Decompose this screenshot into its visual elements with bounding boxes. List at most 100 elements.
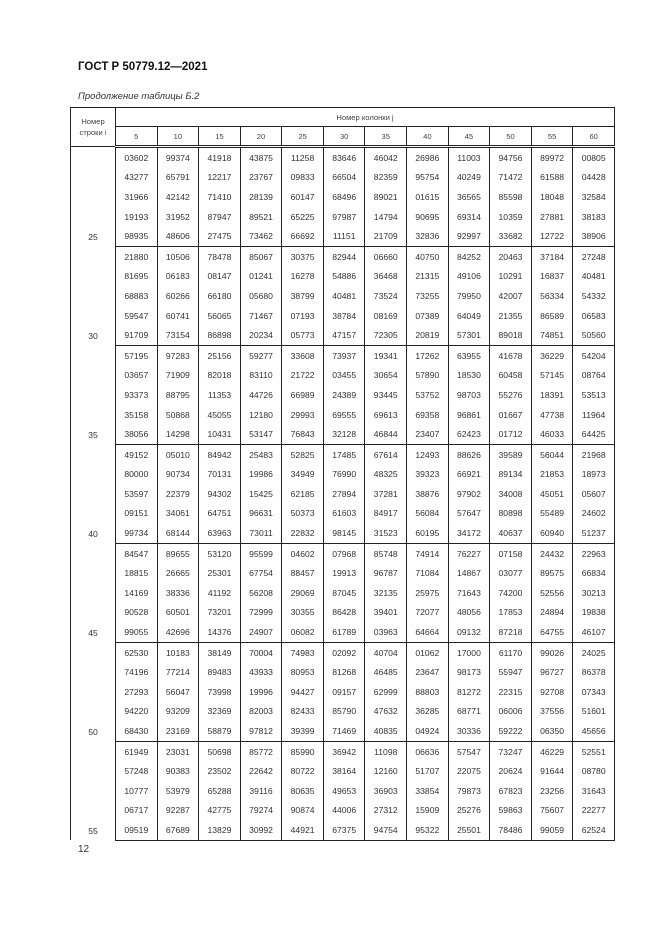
table-cell: 65791 xyxy=(156,167,200,188)
table-cell: 50698 xyxy=(198,741,241,762)
table-cell: 61588 xyxy=(530,167,574,188)
table-cell: 12180 xyxy=(239,404,283,425)
table-cell: 88457 xyxy=(281,563,324,584)
table-cell: 88626 xyxy=(447,444,491,465)
table-cell: 42007 xyxy=(489,286,532,306)
table-cell: 64751 xyxy=(198,503,241,524)
table-cell: 40750 xyxy=(406,246,449,267)
table-row: 30 21880 10506 78478 85067 30375 82944 06660 407… xyxy=(70,246,615,346)
table-cell: 03455 xyxy=(322,365,366,386)
table-cell: 90734 xyxy=(156,464,200,485)
row-number-header: Номер строки i xyxy=(70,107,116,147)
table-cell: 24907 xyxy=(239,622,283,643)
table-cell: 23169 xyxy=(156,721,200,742)
table-cell: 34008 xyxy=(489,484,532,504)
table-cell: 54204 xyxy=(572,345,615,366)
table-cell: 18973 xyxy=(572,464,615,485)
table-row: 53597 22379 94302 15425 62185 27894 37281 38876… xyxy=(71,484,615,504)
table-cell: 34949 xyxy=(281,464,324,485)
table-cell: 25501 xyxy=(447,820,491,841)
table-cell: 31952 xyxy=(156,206,200,227)
table-cell: 86378 xyxy=(572,662,615,683)
table-cell: 94756 xyxy=(489,146,532,168)
table-cell: 06717 xyxy=(115,800,158,821)
table-cell: 11353 xyxy=(198,385,241,405)
row-number-label: 40 xyxy=(70,444,116,544)
table-cell: 68771 xyxy=(447,701,491,722)
table-cell: 82018 xyxy=(198,365,241,386)
table-cell: 37556 xyxy=(530,701,574,722)
row-number-label: 50 xyxy=(70,642,116,742)
table-cell: 57547 xyxy=(447,741,491,762)
table-cell: 69314 xyxy=(447,206,491,227)
table-cell: 57890 xyxy=(406,365,449,386)
table-cell: 90695 xyxy=(406,206,449,227)
table-cell: 32135 xyxy=(364,583,408,603)
table-cell: 12493 xyxy=(406,444,449,465)
table-cell: 19913 xyxy=(322,563,366,584)
table-cell: 99059 xyxy=(530,820,574,841)
table-cell: 28139 xyxy=(239,187,283,207)
random-numbers-table: Номер строки i Номер колонки j 5 10 15 20 25… xyxy=(70,107,615,841)
table-cell: 19341 xyxy=(364,345,408,366)
table-cell: 53147 xyxy=(239,424,283,445)
table-cell: 32128 xyxy=(322,424,366,445)
table-cell: 75607 xyxy=(530,800,574,821)
table-cell: 53752 xyxy=(406,385,449,405)
table-cell: 80898 xyxy=(489,503,532,524)
table-cell: 42775 xyxy=(198,800,241,821)
table-cell: 56208 xyxy=(239,583,283,603)
table-cell: 05680 xyxy=(239,286,283,306)
table-cell: 56065 xyxy=(198,305,241,326)
table-cell: 10506 xyxy=(156,246,200,267)
table-cell: 17853 xyxy=(489,602,532,623)
table-cell: 92287 xyxy=(156,800,200,821)
table-row: 68430 23169 58879 97812 39399 71469 40835 04924… xyxy=(71,721,615,742)
table-cell: 40637 xyxy=(489,523,532,544)
table-cell: 19193 xyxy=(115,206,158,227)
table-cell: 96727 xyxy=(530,662,574,683)
table-cell: 35158 xyxy=(115,404,158,425)
table-cell: 65225 xyxy=(281,206,324,227)
table-cell: 07389 xyxy=(406,305,449,326)
table-cell: 56047 xyxy=(156,682,200,702)
table-cell: 36468 xyxy=(364,266,408,287)
table-cell: 21880 xyxy=(115,246,158,267)
table-cell: 74200 xyxy=(489,583,532,603)
table-cell: 73998 xyxy=(198,682,241,702)
column-header: 20 xyxy=(239,126,283,148)
table-cell: 79950 xyxy=(447,286,491,306)
table-cell: 77214 xyxy=(156,662,200,683)
table-cell: 11964 xyxy=(572,404,615,425)
table-cell: 76227 xyxy=(447,543,491,564)
table-cell: 60458 xyxy=(489,365,532,386)
table-cell: 53979 xyxy=(156,781,200,801)
table-row: 94220 93209 32369 82003 82433 85790 47632 36285… xyxy=(71,701,615,722)
table-cell: 08764 xyxy=(572,365,615,386)
table-cell: 51237 xyxy=(572,523,615,544)
table-cell: 67375 xyxy=(322,820,366,841)
table-cell: 67689 xyxy=(156,820,200,841)
table-cell: 55276 xyxy=(489,385,532,405)
table-cell: 09519 xyxy=(115,820,158,841)
table-cell: 21315 xyxy=(406,266,449,287)
table-cell: 09151 xyxy=(115,503,158,524)
table-cell: 89655 xyxy=(156,543,200,564)
table-cell: 72999 xyxy=(239,602,283,623)
table-cell: 25301 xyxy=(198,563,241,584)
table-cell: 50560 xyxy=(572,325,615,346)
table-cell: 46844 xyxy=(364,424,408,445)
table-cell: 76990 xyxy=(322,464,366,485)
table-cell: 40704 xyxy=(364,642,408,663)
table-cell: 71469 xyxy=(322,721,366,742)
table-cell: 24602 xyxy=(572,503,615,524)
table-row: 93373 88795 11353 44726 66989 24389 93445 53752… xyxy=(71,385,615,405)
table-cell: 32836 xyxy=(406,226,449,247)
table-cell: 80722 xyxy=(281,761,324,781)
table-cell: 56044 xyxy=(530,444,574,465)
column-header: 15 xyxy=(198,126,241,148)
table-cell: 46033 xyxy=(530,424,574,445)
table-cell: 38906 xyxy=(572,226,615,247)
table-cell: 42696 xyxy=(156,622,200,643)
table-cell: 40835 xyxy=(364,721,408,742)
